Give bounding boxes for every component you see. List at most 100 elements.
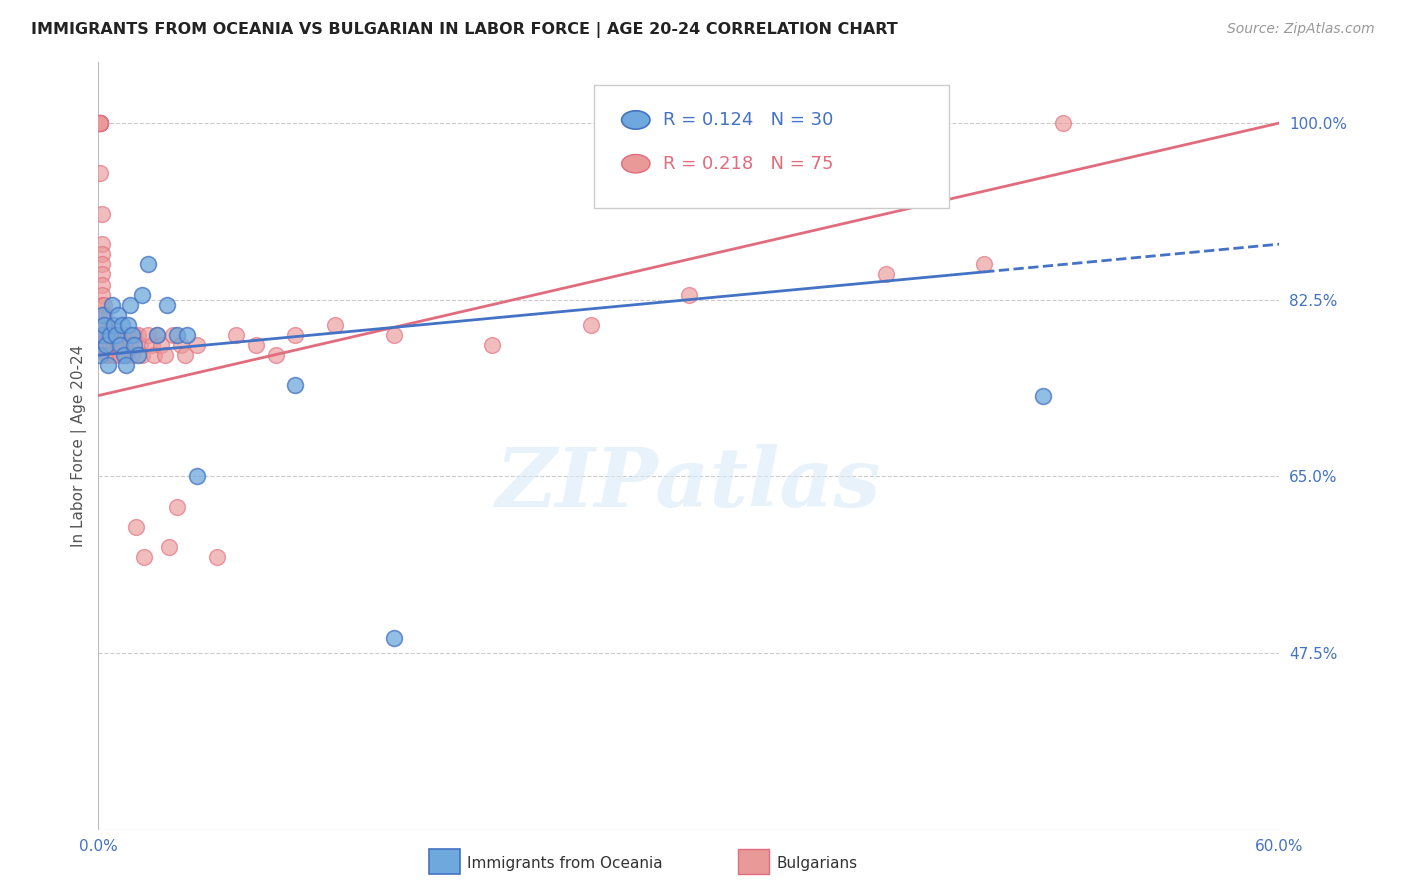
Point — [146, 328, 169, 343]
Point — [176, 328, 198, 343]
Point — [89, 116, 111, 130]
Point — [107, 308, 129, 322]
Point — [89, 116, 111, 130]
Point — [117, 318, 139, 332]
Point — [89, 116, 111, 130]
Point — [122, 328, 145, 343]
Point — [93, 298, 115, 312]
Point — [150, 338, 173, 352]
Point — [103, 318, 125, 332]
Text: Bulgarians: Bulgarians — [776, 856, 858, 871]
Point — [264, 348, 287, 362]
Text: Immigrants from Oceania: Immigrants from Oceania — [467, 856, 662, 871]
Point — [186, 469, 208, 483]
Point — [89, 166, 111, 180]
Point — [156, 298, 179, 312]
Point — [162, 328, 184, 343]
Point — [96, 338, 118, 352]
Point — [91, 328, 114, 343]
Point — [91, 328, 114, 343]
Point — [186, 338, 208, 352]
Point — [101, 318, 124, 332]
Point — [128, 338, 150, 352]
Point — [136, 257, 159, 271]
Point — [97, 348, 120, 362]
Point — [127, 348, 149, 362]
Point — [91, 308, 114, 322]
Point — [382, 328, 405, 343]
Point — [96, 348, 118, 362]
Circle shape — [621, 111, 650, 129]
Point — [97, 358, 120, 372]
Point — [101, 298, 124, 312]
Y-axis label: In Labor Force | Age 20-24: In Labor Force | Age 20-24 — [72, 345, 87, 547]
Point — [89, 116, 111, 130]
Point — [136, 328, 159, 343]
Point — [122, 338, 145, 352]
Point — [146, 328, 169, 343]
Point — [89, 116, 111, 130]
Point — [121, 328, 143, 343]
Point — [1052, 116, 1074, 130]
Point — [98, 328, 121, 343]
Point — [284, 328, 307, 343]
Point — [225, 328, 247, 343]
Point — [1032, 388, 1054, 402]
Point — [117, 328, 139, 343]
Point — [112, 338, 135, 352]
Point — [91, 287, 114, 301]
Point — [284, 378, 307, 392]
Point — [103, 348, 125, 362]
Point — [382, 631, 405, 645]
Point — [96, 328, 118, 343]
Text: Source: ZipAtlas.com: Source: ZipAtlas.com — [1227, 22, 1375, 37]
Point — [579, 318, 602, 332]
Point — [93, 318, 115, 332]
Point — [141, 338, 163, 352]
Point — [170, 338, 193, 352]
Point — [98, 338, 121, 352]
Point — [91, 318, 114, 332]
Point — [157, 540, 180, 554]
Point — [174, 348, 197, 362]
Point — [245, 338, 267, 352]
Text: R = 0.218   N = 75: R = 0.218 N = 75 — [664, 154, 834, 173]
Point — [91, 268, 114, 282]
Text: IMMIGRANTS FROM OCEANIA VS BULGARIAN IN LABOR FORCE | AGE 20-24 CORRELATION CHAR: IMMIGRANTS FROM OCEANIA VS BULGARIAN IN … — [31, 22, 897, 38]
Point — [142, 348, 165, 362]
Point — [111, 328, 134, 343]
Point — [91, 308, 114, 322]
Point — [481, 338, 503, 352]
Point — [678, 287, 700, 301]
Point — [875, 268, 897, 282]
Circle shape — [621, 154, 650, 173]
Point — [103, 338, 125, 352]
Point — [131, 348, 153, 362]
Point — [108, 348, 131, 362]
Point — [166, 500, 188, 514]
Point — [115, 358, 138, 372]
Point — [91, 237, 114, 252]
Point — [89, 116, 111, 130]
FancyBboxPatch shape — [595, 86, 949, 208]
Text: R = 0.124   N = 30: R = 0.124 N = 30 — [664, 111, 834, 129]
Point — [118, 338, 141, 352]
Point — [91, 298, 114, 312]
Point — [121, 348, 143, 362]
Text: ZIPatlas: ZIPatlas — [496, 444, 882, 524]
Point — [323, 318, 346, 332]
Point — [125, 520, 148, 534]
Point — [101, 328, 124, 343]
Point — [93, 308, 115, 322]
Point — [205, 549, 228, 564]
Point — [91, 277, 114, 292]
Point — [166, 328, 188, 343]
Point — [118, 298, 141, 312]
Point — [91, 257, 114, 271]
Point — [108, 338, 131, 352]
Point — [111, 318, 134, 332]
Point — [93, 318, 115, 332]
Point — [112, 348, 135, 362]
Point — [91, 207, 114, 221]
Point — [155, 348, 177, 362]
